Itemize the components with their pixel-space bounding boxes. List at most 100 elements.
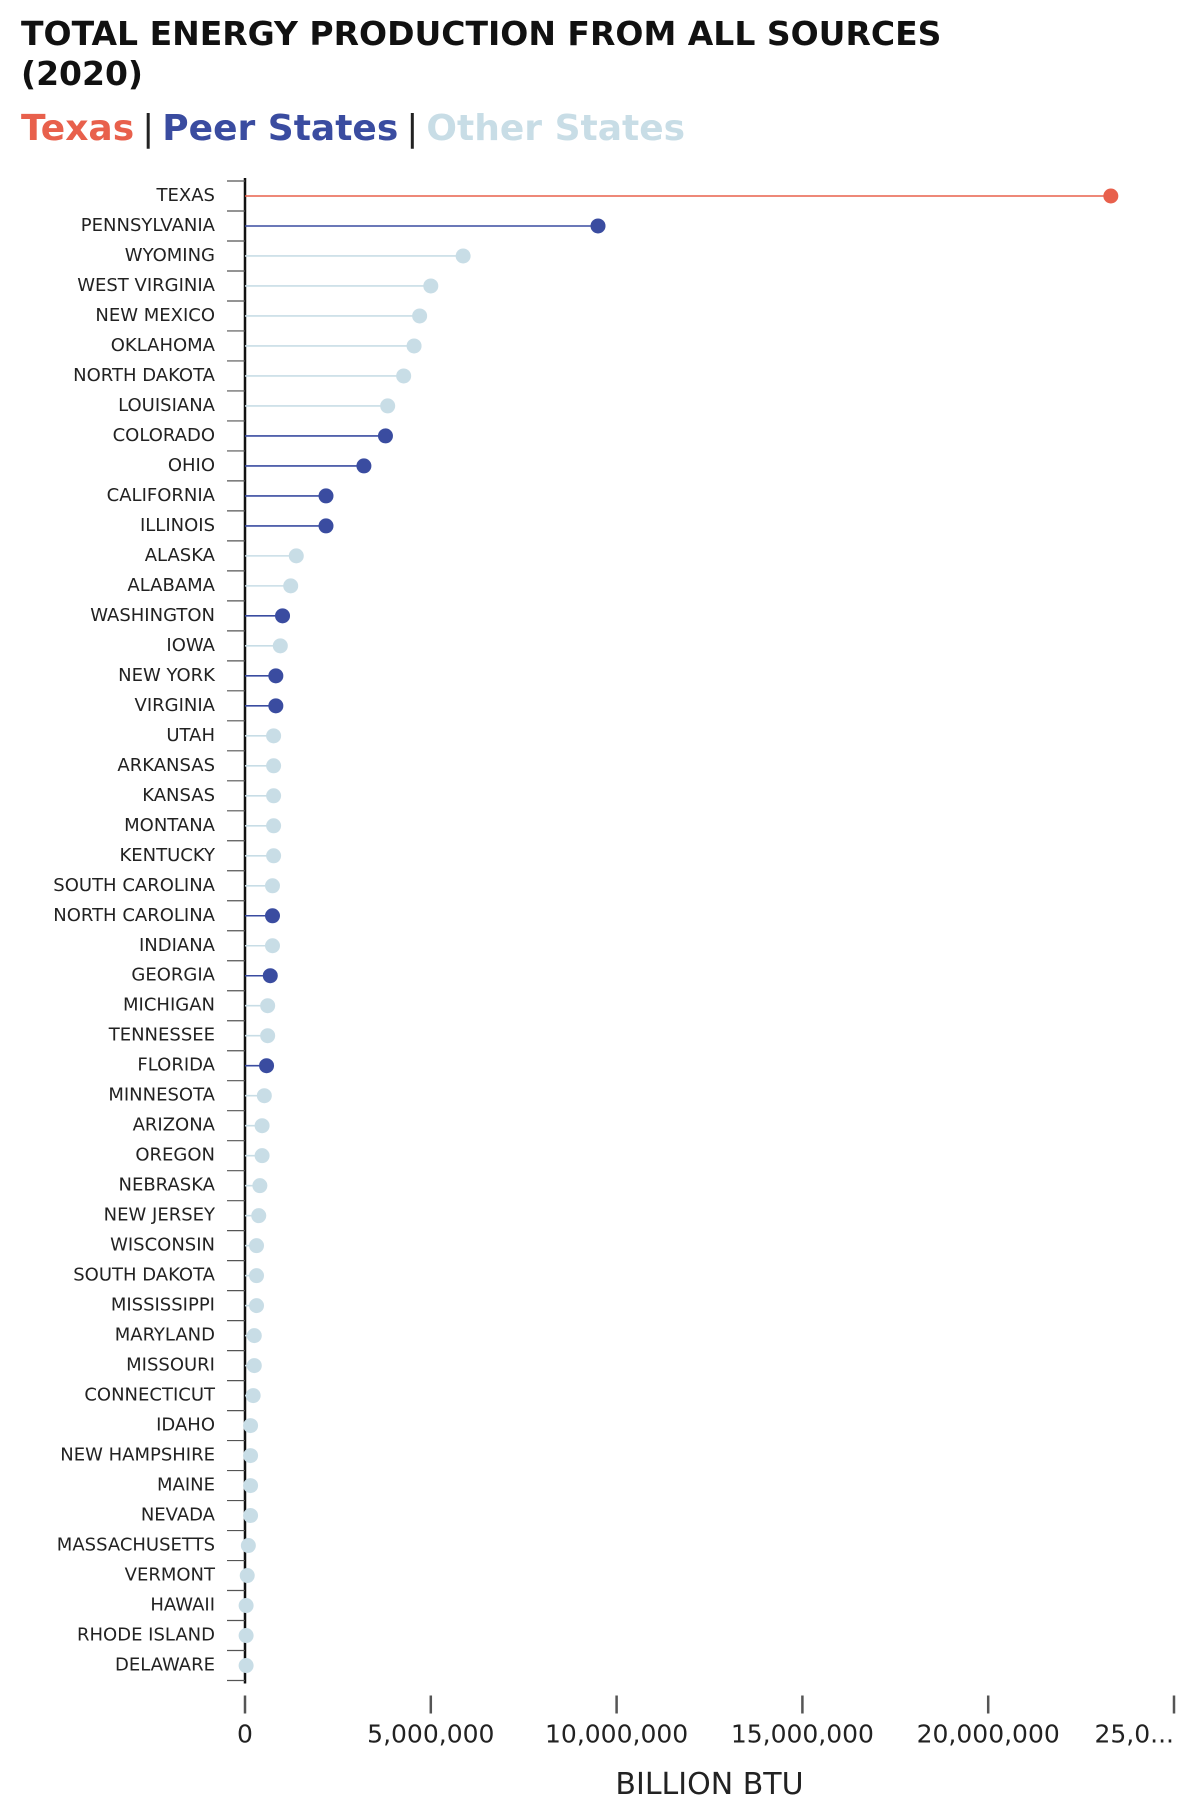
x-tick-label: 25,0... bbox=[1094, 1720, 1174, 1749]
y-tick-label: NEVADA bbox=[141, 1505, 216, 1526]
y-tick-label: NORTH CAROLINA bbox=[53, 905, 215, 926]
dot bbox=[288, 548, 304, 564]
dot bbox=[1103, 188, 1119, 204]
dot bbox=[251, 1208, 267, 1224]
x-tick-label: 10,000,000 bbox=[545, 1720, 688, 1749]
dot bbox=[264, 938, 280, 954]
dot bbox=[268, 698, 284, 714]
legend-separator: | bbox=[142, 108, 155, 149]
dot bbox=[249, 1238, 265, 1254]
y-tick-label: IOWA bbox=[166, 635, 215, 656]
dot bbox=[266, 848, 282, 864]
dot bbox=[243, 1478, 259, 1494]
dot bbox=[238, 1598, 254, 1614]
dot bbox=[249, 1268, 265, 1284]
y-tick-label: ILLINOIS bbox=[140, 515, 215, 536]
dot bbox=[377, 428, 393, 444]
y-tick-label: VERMONT bbox=[125, 1565, 216, 1586]
x-axis-label: BILLION BTU bbox=[615, 1767, 803, 1800]
dot bbox=[246, 1358, 262, 1374]
x-tick-label: 15,000,000 bbox=[731, 1720, 874, 1749]
dot bbox=[318, 488, 334, 504]
y-tick-label: DELAWARE bbox=[115, 1655, 215, 1676]
legend-separator: | bbox=[406, 108, 419, 149]
dot bbox=[254, 1148, 270, 1164]
dot bbox=[275, 608, 291, 624]
y-tick-label: WASHINGTON bbox=[90, 605, 215, 626]
x-tick-label: 0 bbox=[237, 1720, 253, 1749]
dot bbox=[262, 968, 278, 984]
legend-entry: Peer States bbox=[162, 108, 399, 149]
dot bbox=[266, 818, 282, 834]
dot bbox=[238, 1658, 254, 1674]
y-tick-label: SOUTH DAKOTA bbox=[73, 1265, 215, 1286]
dot bbox=[249, 1298, 265, 1314]
dot bbox=[266, 728, 282, 744]
y-tick-label: WEST VIRGINIA bbox=[77, 275, 215, 296]
dot bbox=[272, 638, 288, 654]
y-tick-label: LOUISIANA bbox=[118, 395, 216, 416]
y-tick-label: NORTH DAKOTA bbox=[73, 365, 216, 386]
y-tick-label: GEORGIA bbox=[131, 965, 215, 986]
dot bbox=[423, 278, 439, 294]
dot bbox=[396, 368, 412, 384]
y-tick-label: SOUTH CAROLINA bbox=[53, 875, 215, 896]
dot bbox=[259, 1058, 275, 1074]
y-tick-label: OHIO bbox=[168, 455, 215, 476]
x-tick-label: 20,000,000 bbox=[917, 1720, 1060, 1749]
y-tick-label: ARIZONA bbox=[133, 1115, 216, 1136]
dot bbox=[264, 878, 280, 894]
y-tick-label: OKLAHOMA bbox=[111, 335, 216, 356]
y-tick-label: MISSISSIPPI bbox=[111, 1295, 215, 1316]
chart-title: TOTAL ENERGY PRODUCTION FROM ALL SOURCES… bbox=[21, 14, 942, 93]
dot bbox=[266, 758, 282, 774]
y-tick-label: MARYLAND bbox=[115, 1325, 215, 1346]
y-tick-label: VIRGINIA bbox=[135, 695, 216, 716]
y-tick-label: MICHIGAN bbox=[123, 995, 215, 1016]
y-tick-label: MISSOURI bbox=[126, 1355, 215, 1376]
y-tick-label: MAINE bbox=[157, 1475, 215, 1496]
legend-entry: Texas bbox=[21, 108, 135, 149]
y-tick-label: ARKANSAS bbox=[117, 755, 215, 776]
dot bbox=[243, 1508, 259, 1524]
y-tick-label: UTAH bbox=[166, 725, 215, 746]
dot bbox=[240, 1538, 256, 1554]
y-tick-label: MASSACHUSETTS bbox=[57, 1535, 215, 1556]
y-tick-label: NEW MEXICO bbox=[95, 305, 215, 326]
y-tick-label: ALASKA bbox=[145, 545, 216, 566]
dot bbox=[243, 1418, 259, 1434]
y-tick-label: CALIFORNIA bbox=[107, 485, 216, 506]
dot bbox=[268, 668, 284, 684]
y-tick-label: IDAHO bbox=[156, 1415, 215, 1436]
dot bbox=[283, 578, 299, 594]
y-tick-label: NEW YORK bbox=[118, 665, 216, 686]
y-tick-label: CONNECTICUT bbox=[84, 1385, 216, 1406]
y-tick-label: NEBRASKA bbox=[118, 1175, 215, 1196]
dot bbox=[356, 458, 372, 474]
dot bbox=[264, 908, 280, 924]
dot bbox=[246, 1328, 262, 1344]
y-tick-label: PENNSYLVANIA bbox=[81, 215, 216, 236]
y-tick-label: INDIANA bbox=[139, 935, 216, 956]
dot bbox=[256, 1088, 272, 1104]
y-tick-label: FLORIDA bbox=[137, 1055, 215, 1076]
y-tick-label: ALABAMA bbox=[127, 575, 215, 596]
y-tick-label: COLORADO bbox=[113, 425, 215, 446]
dot bbox=[406, 338, 422, 354]
y-tick-label: TENNESSEE bbox=[108, 1025, 215, 1046]
dot bbox=[455, 248, 471, 264]
dot bbox=[318, 518, 334, 534]
legend-entry: Other States bbox=[426, 108, 686, 149]
dot bbox=[245, 1388, 261, 1404]
y-tick-label: WYOMING bbox=[125, 245, 215, 266]
dot bbox=[412, 308, 428, 324]
y-tick-label: MONTANA bbox=[124, 815, 216, 836]
dot bbox=[590, 218, 606, 234]
y-tick-label: WISCONSIN bbox=[110, 1235, 215, 1256]
x-tick-label: 5,000,000 bbox=[367, 1720, 494, 1749]
y-tick-label: NEW HAMPSHIRE bbox=[60, 1445, 215, 1466]
dot bbox=[260, 998, 276, 1014]
dot bbox=[252, 1178, 268, 1194]
